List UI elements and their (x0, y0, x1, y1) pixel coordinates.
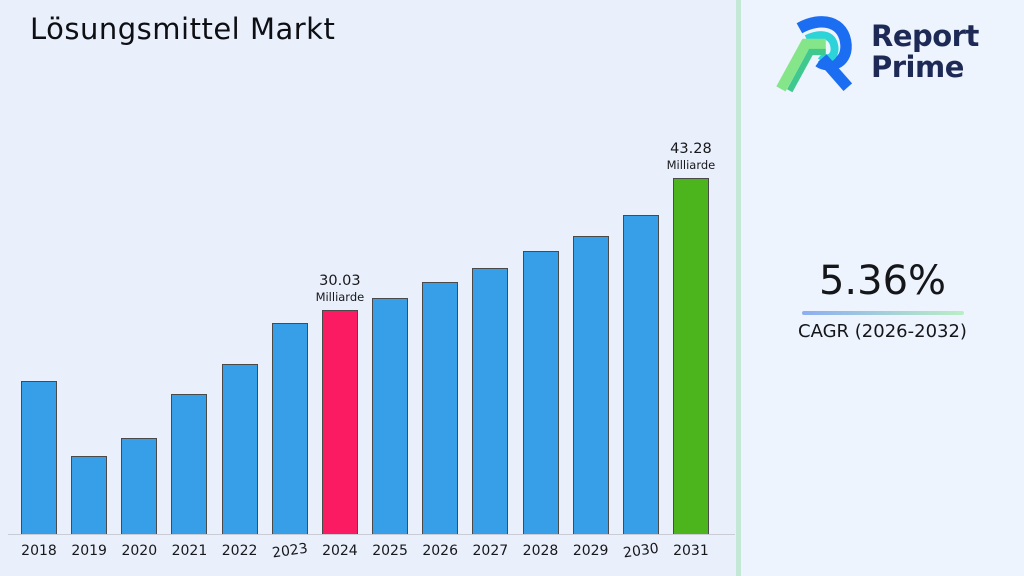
bar-2022 (221, 364, 258, 534)
x-tick-2019: 2019 (71, 543, 107, 559)
annotation-unit: Milliarde (315, 290, 365, 304)
x-tick-2028: 2028 (522, 543, 559, 559)
bar-2030 (622, 215, 659, 534)
annotation-value: 43.28 (670, 141, 712, 157)
bar-annotation-2024: 30.03 Milliarde (295, 273, 385, 304)
bar-2026 (422, 282, 459, 534)
page-title: Lösungsmittel Markt (30, 12, 336, 46)
annotation-value: 30.03 (319, 273, 361, 289)
bar-2019 (71, 456, 108, 534)
bar-2029 (572, 236, 609, 534)
cagr-block: 5.36% CAGR (2026-2032) (741, 258, 1024, 342)
x-tick-2024: 2024 (322, 543, 358, 559)
brand-name-line2: Prime (871, 50, 964, 84)
bar-2025 (372, 298, 409, 534)
x-tick-2031: 2031 (673, 543, 709, 559)
bar-2027 (472, 268, 509, 534)
cagr-underline (801, 311, 964, 315)
bar-2028 (522, 251, 559, 534)
annotation-unit: Milliarde (666, 158, 716, 172)
bar-2024 (321, 310, 358, 534)
x-tick-2026: 2026 (422, 543, 458, 559)
cagr-label: CAGR (2026-2032) (798, 321, 967, 342)
right-panel: Report Prime 5.36% CAGR (2026-2032) (741, 0, 1024, 576)
brand-logo: Report Prime (773, 8, 979, 96)
panel-divider (736, 0, 741, 576)
x-axis-line (8, 534, 735, 535)
bar-2020 (121, 438, 158, 534)
bar-2031 (672, 178, 709, 534)
x-tick-2021: 2021 (171, 543, 208, 559)
report-prime-logo-icon (776, 16, 853, 93)
bar-annotation-2031: 43.28 Milliarde (646, 141, 736, 172)
bar-2018 (21, 381, 57, 534)
x-tick-2027: 2027 (472, 543, 509, 559)
bar-2023 (271, 323, 308, 534)
bar-chart: 2018 2019 2020 2021 2022 2023 2024 30.03 Milliar… (8, 141, 736, 561)
brand-name: Report Prime (871, 21, 979, 83)
x-tick-2022: 2022 (221, 543, 258, 559)
cagr-value: 5.36% (818, 258, 947, 304)
bar-2021 (171, 394, 208, 534)
x-tick-2029: 2029 (572, 543, 609, 559)
x-tick-2020: 2020 (121, 543, 158, 559)
x-tick-2018: 2018 (21, 543, 57, 559)
brand-name-line1: Report (871, 19, 979, 53)
x-tick-2025: 2025 (372, 543, 408, 559)
